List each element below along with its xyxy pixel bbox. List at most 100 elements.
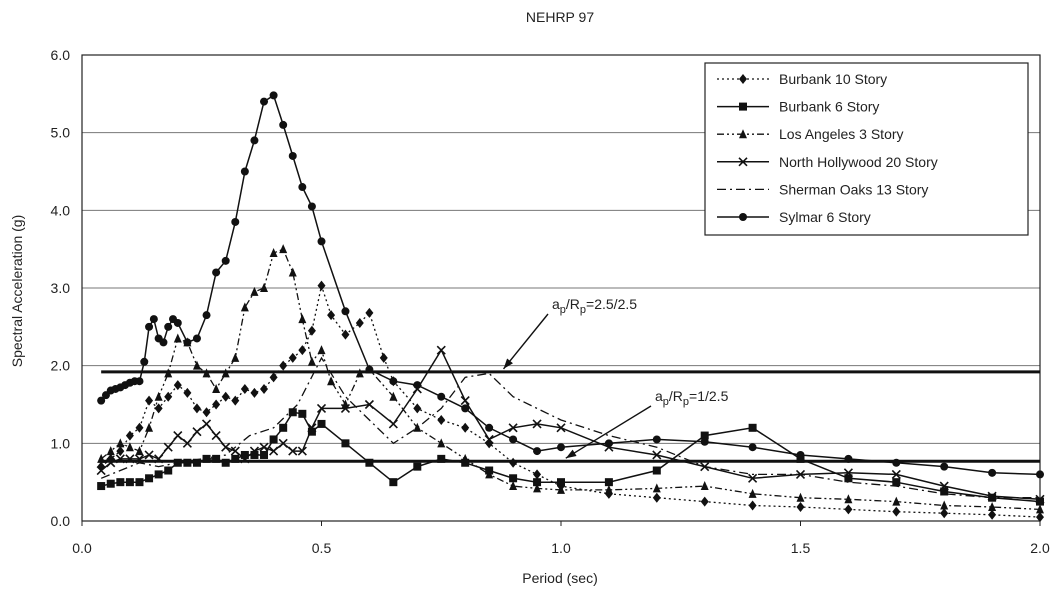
data-point bbox=[221, 391, 230, 402]
data-point bbox=[389, 391, 398, 401]
legend-item: Burbank 10 Story bbox=[717, 71, 887, 87]
x-tick-label: 0.5 bbox=[312, 540, 332, 556]
data-point bbox=[259, 442, 269, 452]
data-point bbox=[231, 217, 240, 226]
data-point bbox=[183, 387, 192, 398]
data-point bbox=[437, 415, 446, 426]
legend-label: North Hollywood 20 Story bbox=[779, 154, 938, 170]
data-point-stroke bbox=[154, 454, 164, 464]
data-point-stroke bbox=[340, 403, 351, 413]
data-point bbox=[533, 478, 542, 487]
data-point bbox=[140, 357, 149, 366]
data-point bbox=[652, 483, 661, 493]
data-point bbox=[604, 484, 613, 494]
data-point bbox=[164, 368, 173, 378]
series-line bbox=[100, 356, 1040, 499]
data-point bbox=[365, 307, 374, 318]
data-point bbox=[125, 478, 134, 487]
data-point bbox=[461, 422, 470, 433]
data-point bbox=[250, 387, 259, 398]
legend-box bbox=[704, 62, 1029, 236]
data-point bbox=[240, 450, 249, 459]
data-point bbox=[192, 403, 201, 414]
data-point bbox=[159, 338, 168, 347]
series-layer bbox=[96, 91, 1045, 523]
data-point bbox=[844, 474, 853, 483]
data-point bbox=[604, 478, 613, 487]
data-point bbox=[509, 474, 518, 483]
data-point bbox=[1036, 470, 1044, 479]
data-point bbox=[317, 280, 326, 291]
data-point bbox=[939, 481, 949, 491]
data-point bbox=[249, 446, 260, 456]
data-point bbox=[202, 368, 211, 378]
data-point bbox=[1036, 504, 1044, 514]
data-point bbox=[134, 454, 145, 464]
data-point bbox=[183, 458, 192, 467]
data-point bbox=[748, 500, 757, 511]
data-point bbox=[355, 368, 364, 378]
data-point bbox=[278, 438, 288, 448]
data-point bbox=[796, 450, 805, 459]
data-point bbox=[106, 446, 115, 456]
data-point-stroke bbox=[96, 465, 106, 476]
data-point bbox=[484, 434, 494, 445]
data-point bbox=[413, 462, 422, 471]
data-point bbox=[145, 395, 154, 406]
data-point bbox=[843, 468, 853, 478]
data-point bbox=[154, 391, 163, 401]
data-point bbox=[212, 268, 221, 277]
legend-label: Burbank 10 Story bbox=[779, 71, 887, 87]
data-point bbox=[739, 74, 747, 84]
data-point bbox=[307, 356, 316, 366]
legend-item: North Hollywood 20 Story bbox=[717, 154, 938, 170]
data-point bbox=[279, 120, 288, 129]
data-point bbox=[135, 422, 144, 433]
data-point-stroke bbox=[278, 438, 288, 448]
series-1 bbox=[97, 408, 1044, 506]
data-point-stroke bbox=[460, 396, 470, 406]
data-point bbox=[652, 450, 662, 460]
data-point-stroke bbox=[269, 446, 279, 456]
data-point bbox=[413, 381, 422, 390]
data-point bbox=[260, 450, 269, 459]
data-point bbox=[533, 483, 542, 493]
reference-label-part: /R bbox=[566, 296, 580, 312]
axis-layer: 0.0 1.0 2.0 3.0 4.0 5.0 6.0 0.0 0.5 1.0 1.5 2.0 bbox=[51, 47, 1050, 556]
data-point bbox=[231, 395, 240, 406]
data-point-stroke bbox=[1035, 494, 1045, 504]
data-point bbox=[700, 481, 709, 491]
data-point bbox=[269, 372, 278, 383]
legend-label: Sylmar 6 Story bbox=[779, 209, 871, 225]
data-point bbox=[437, 454, 446, 463]
data-point-stroke bbox=[249, 446, 260, 456]
data-point bbox=[988, 509, 997, 520]
data-point bbox=[460, 396, 470, 406]
data-point bbox=[436, 345, 446, 355]
data-point bbox=[307, 427, 316, 436]
data-point bbox=[557, 478, 565, 487]
data-point bbox=[988, 468, 997, 477]
data-point bbox=[97, 482, 106, 491]
data-point bbox=[202, 407, 211, 418]
data-point bbox=[145, 322, 154, 331]
data-point bbox=[211, 431, 221, 441]
data-point-stroke bbox=[436, 345, 446, 355]
data-point bbox=[556, 423, 566, 433]
reference-label: ap/Rp=1/2.5 bbox=[655, 388, 729, 408]
data-point bbox=[844, 504, 853, 515]
data-point bbox=[149, 315, 158, 324]
data-point bbox=[892, 478, 901, 487]
data-point-stroke bbox=[556, 423, 566, 433]
series-0 bbox=[97, 280, 1044, 523]
data-point-stroke bbox=[843, 468, 853, 478]
data-point bbox=[125, 442, 134, 452]
reference-label-part: =1/2.5 bbox=[689, 388, 729, 404]
data-point bbox=[288, 446, 298, 456]
data-point bbox=[307, 325, 316, 336]
data-point bbox=[317, 237, 326, 246]
data-point-stroke bbox=[230, 446, 240, 456]
data-point-stroke bbox=[144, 450, 154, 460]
data-point bbox=[364, 399, 374, 410]
data-point bbox=[260, 283, 269, 292]
